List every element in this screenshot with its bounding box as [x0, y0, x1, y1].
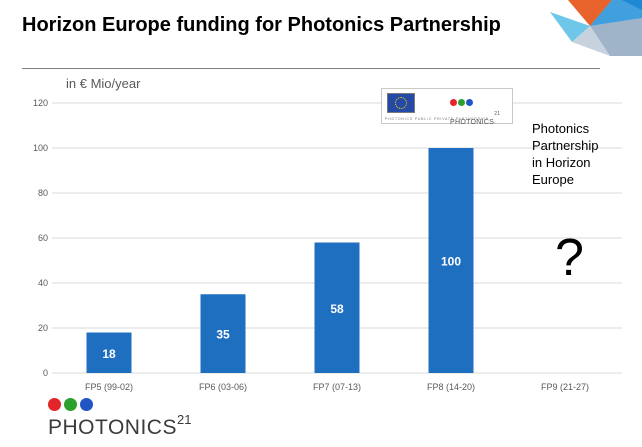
annotation-line: in Horizon: [532, 155, 591, 170]
badge-subtext: PHOTONICS PUBLIC PRIVATE PARTNERSHIP: [385, 117, 490, 121]
x-tick-label: FP9 (21-27): [541, 382, 589, 392]
eu-photonics-badge: PHOTONICS 21 PHOTONICS PUBLIC PRIVATE PAR…: [381, 88, 513, 126]
y-tick-label: 80: [38, 188, 48, 198]
y-tick-label: 60: [38, 233, 48, 243]
x-tick-label: FP5 (99-02): [85, 382, 133, 392]
photonics21-logo: PHOTONICS21: [48, 398, 191, 440]
badge-logo-text: PHOTONICS: [450, 119, 495, 126]
bar-data-label: 35: [216, 328, 230, 342]
bar: [86, 332, 132, 373]
y-tick-label: 40: [38, 278, 48, 288]
x-tick-label: FP6 (03-06): [199, 382, 247, 392]
y-tick-label: 0: [43, 368, 48, 378]
annotation-line: Photonics: [532, 121, 590, 136]
x-tick-label: FP7 (07-13): [313, 382, 361, 392]
badge-photonics-logo: PHOTONICS 21: [450, 93, 500, 129]
bar-data-label: 18: [102, 347, 116, 361]
chart-title: Horizon Europe funding for Photonics Par…: [22, 14, 501, 36]
bar: [200, 294, 246, 373]
bar-data-label: 58: [330, 302, 344, 316]
bar-data-label: 100: [441, 255, 461, 269]
bar: [428, 148, 474, 373]
x-tick-label: FP8 (14-20): [427, 382, 475, 392]
logo-dots: [48, 398, 191, 416]
badge-logo-number: 21: [494, 111, 501, 117]
eu-flag-icon: [387, 93, 415, 113]
annotation-line: Europe: [532, 172, 574, 187]
corner-decoration: [550, 0, 642, 56]
title-divider: [22, 68, 600, 69]
y-tick-label: 100: [33, 143, 48, 153]
annotation-line: Partnership: [532, 138, 599, 153]
y-tick-label: 120: [33, 98, 48, 108]
logo-text: PHOTONICS: [48, 416, 177, 439]
y-tick-label: 20: [38, 323, 48, 333]
question-mark: ?: [555, 229, 584, 287]
bar: [314, 242, 360, 373]
annotation-text: Photonics Partnership in Horizon Europe: [532, 120, 632, 188]
y-axis-unit-label: in € Mio/year: [66, 76, 141, 91]
logo-number: 21: [176, 412, 192, 427]
